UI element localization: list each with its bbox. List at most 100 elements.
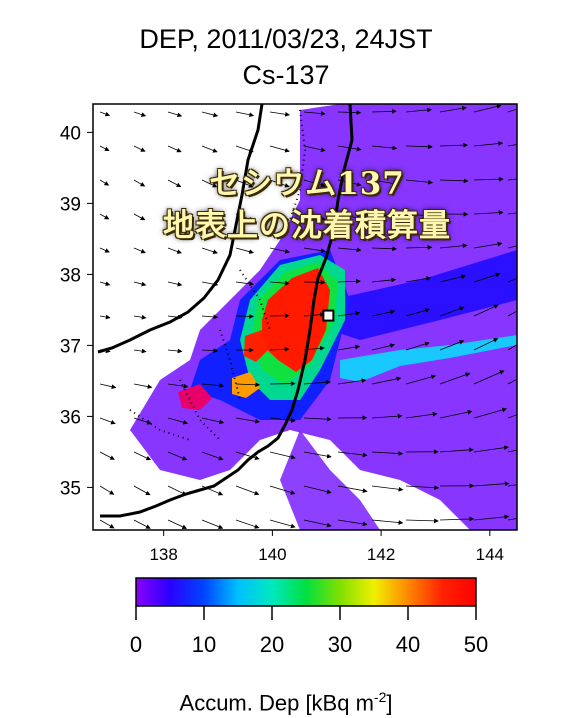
deposition-high-spot [244,330,268,362]
wind-arrow [201,348,219,354]
wind-arrow [99,281,111,286]
wind-arrow [507,414,517,419]
wind-arrow [167,281,183,287]
colorbar-ticks: 0 10 20 30 40 50 [130,606,488,657]
wind-arrow [235,111,255,118]
wind-arrow [439,105,467,113]
wind-arrow [99,247,110,253]
wind-arrow [371,519,404,525]
wind-arrow [303,379,332,385]
wind-arrow [507,277,517,283]
wind-arrow [405,518,439,524]
wind-arrow [507,108,517,113]
wind-arrow [167,348,183,354]
wind-arrow [167,519,188,529]
wind-arrow [235,313,254,319]
colorbar-tick-label: 50 [464,632,488,657]
wind-arrow [269,346,290,352]
wind-arrow [201,281,219,287]
wind-arrow [303,416,332,422]
wind-arrow [371,451,404,456]
wind-arrow [133,314,147,320]
wind-arrow [473,304,499,317]
wind-arrow [439,516,475,522]
wind-arrow [167,213,182,221]
wind-arrow [371,343,396,351]
wind-arrow [507,245,517,249]
wind-arrow [99,145,110,151]
wind-arrow [337,110,362,115]
wind-arrow [167,485,187,496]
wind-arrow [201,247,218,255]
wind-arrow [405,107,432,113]
deposition-high-area [262,268,330,372]
wind-arrow [269,247,290,254]
fukushima-site-marker [322,309,335,322]
wind-arrow [337,179,362,187]
wind-arrow [337,485,368,493]
wind-arrow [405,308,431,317]
wind-arrow [99,417,116,425]
colorbar-label-main: Accum. Dep [kBq m [179,690,374,716]
wind-arrow [133,281,147,287]
wind-arrow [133,519,151,529]
wind-arrow [269,417,296,423]
y-tick-label: 40 [60,123,81,144]
wind-arrow [507,449,517,453]
wind-arrow [473,514,510,521]
wind-arrow [303,485,332,495]
deposition-orange-edge [232,372,260,398]
wind-arrow [473,176,504,182]
y-tick-label: 36 [60,407,81,428]
wind-arrow [439,306,465,317]
x-tick-label: 144 [476,545,504,564]
wind-arrow [405,213,433,219]
colorbar-tick-label: 0 [130,632,142,657]
colorbar [135,577,477,607]
wind-arrow [235,382,261,388]
wind-arrow [507,518,517,521]
wind-arrow [507,212,517,215]
y-axis: 35 36 37 38 39 40 [60,123,93,499]
wind-arrow [235,519,260,529]
wind-arrow [201,451,224,461]
wind-arrow [167,145,182,153]
wind-arrow [269,280,290,286]
wind-arrow [133,145,146,152]
wind-arrow [235,179,254,188]
wind-arrow [371,246,398,252]
wind-arrow [473,445,509,453]
wind-arrow [167,314,183,320]
wind-arrow [167,247,182,254]
wind-arrow [133,213,146,221]
wind-arrow [337,247,362,253]
wind-arrow [133,383,153,389]
wind-arrow [337,145,362,152]
x-axis: 138 140 142 144 [149,530,504,564]
wind-arrow [337,519,368,527]
wind-arrow [507,484,517,487]
wind-arrow [371,277,397,283]
wind-arrow [473,272,501,283]
wind-arrow [337,213,362,221]
x-tick-label: 140 [258,545,286,564]
wind-arrow [405,485,440,491]
wind-arrow [99,485,115,495]
wind-arrow [507,144,517,147]
wind-arrow [235,145,254,153]
wind-arrow [99,213,110,220]
wind-arrow [99,383,117,390]
wind-arrow [133,348,147,354]
wind-arrow [99,519,115,529]
wind-arrow [439,178,469,184]
wind-arrow [337,378,367,385]
colorbar-tick-label: 10 [192,632,216,657]
wind-arrow [167,179,182,187]
overlay-caption-line1: セシウム137 [209,166,405,202]
wind-arrow [201,314,219,320]
wind-arrow [507,344,517,351]
wind-arrow [405,276,432,283]
wind-arrow [371,145,398,151]
wind-arrow [303,312,326,318]
wind-arrow [235,451,260,461]
